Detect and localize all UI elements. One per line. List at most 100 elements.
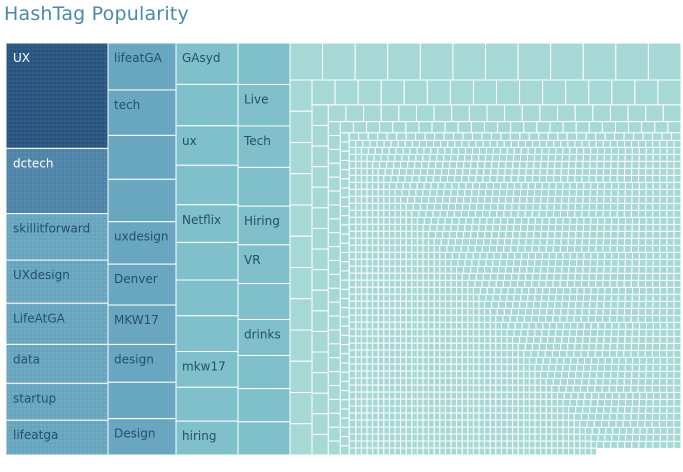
cell-unlabeled	[659, 230, 668, 239]
cell-unlabeled	[560, 202, 569, 211]
cell-unlabeled	[513, 146, 522, 155]
cell-unlabeled	[360, 433, 368, 442]
cell-unlabeled	[517, 377, 525, 386]
cell-unlabeled	[595, 279, 604, 288]
cell-unlabeled	[645, 377, 654, 386]
cell-unlabeled	[499, 153, 508, 162]
cell-unlabeled	[383, 272, 390, 281]
cell-unlabeled	[449, 195, 458, 204]
cell-uxdesign	[107, 221, 177, 265]
cell-unlabeled	[360, 286, 368, 295]
cell-unlabeled	[422, 328, 430, 337]
cell-unlabeled	[366, 188, 374, 197]
cell-unlabeled	[561, 188, 570, 197]
cell-unlabeled	[405, 223, 413, 232]
cell-unlabeled	[645, 216, 654, 225]
cell-unlabeled	[554, 160, 563, 169]
cell-unlabeled	[561, 160, 570, 169]
cell-unlabeled	[405, 216, 413, 225]
cell-unlabeled	[673, 216, 682, 225]
cell-unlabeled	[673, 419, 682, 428]
cell-unlabeled	[646, 391, 655, 400]
cell-unlabeled	[517, 370, 525, 379]
cell-unlabeled	[534, 258, 543, 267]
cell-unlabeled	[476, 237, 485, 246]
cell-unlabeled	[517, 356, 525, 365]
cell-unlabeled	[366, 321, 374, 330]
cell-unlabeled	[456, 321, 463, 330]
cell-unlabeled	[666, 412, 675, 421]
cell-unlabeled	[383, 307, 390, 316]
cell-unlabeled	[348, 391, 357, 400]
cell-unlabeled	[456, 377, 463, 386]
cell-unlabeled	[405, 293, 413, 302]
cell-unlabeled	[415, 104, 435, 123]
cell-unlabeled	[493, 251, 502, 260]
cell-unlabeled	[639, 356, 648, 365]
cell-unlabeled	[592, 104, 611, 123]
cell-unlabeled	[673, 167, 682, 176]
cell-unlabeled	[517, 447, 525, 456]
cell-unlabeled	[666, 265, 675, 274]
cell-unlabeled	[505, 265, 514, 274]
cell-unlabeled	[348, 195, 357, 204]
cell-unlabeled	[394, 335, 402, 344]
cell-unlabeled	[609, 349, 618, 358]
cell-unlabeled	[568, 447, 575, 456]
cell-unlabeled	[610, 265, 619, 274]
cell-unlabeled	[500, 132, 511, 141]
cell-unlabeled	[500, 216, 509, 225]
cell-unlabeled	[414, 195, 423, 204]
cell-unlabeled	[638, 251, 647, 260]
cell-unlabeled	[422, 405, 430, 414]
cell-unlabeled	[456, 230, 465, 239]
cell-unlabeled	[355, 426, 362, 435]
cell-unlabeled	[366, 279, 374, 288]
cell-unlabeled	[659, 293, 668, 302]
cell-unlabeled	[470, 230, 479, 239]
cell-unlabeled	[433, 286, 441, 295]
cell-unlabeled	[597, 363, 606, 372]
cell-unlabeled	[366, 391, 374, 400]
cell-unlabeled	[411, 265, 418, 274]
cell-unlabeled	[437, 181, 446, 190]
cell-unlabeled	[623, 377, 632, 386]
cell-unlabeled	[645, 230, 654, 239]
cell-unlabeled	[637, 419, 646, 428]
cell-unlabeled	[360, 230, 368, 239]
cell-unlabeled	[377, 384, 385, 393]
cell-unlabeled	[450, 433, 458, 442]
cell-unlabeled	[611, 251, 620, 260]
cell-unlabeled	[348, 356, 357, 365]
cell-unlabeled	[451, 181, 460, 190]
cell-unlabeled	[673, 307, 682, 316]
cell-unlabeled	[645, 195, 654, 204]
cell-unlabeled	[327, 385, 341, 400]
cell-unlabeled	[339, 252, 350, 263]
cell-unlabeled	[461, 272, 470, 281]
cell-unlabeled	[400, 447, 407, 456]
cell-unlabeled	[538, 209, 547, 218]
cell-unlabeled	[478, 342, 486, 351]
cell-unlabeled	[556, 426, 564, 435]
cell-unlabeled	[521, 286, 530, 295]
cell-unlabeled	[411, 314, 418, 323]
cell-unlabeled	[478, 391, 486, 400]
cell-unlabeled	[582, 405, 591, 414]
cell-unlabeled	[355, 216, 362, 225]
cell-unlabeled	[440, 139, 449, 148]
cell-unlabeled	[339, 334, 350, 346]
cell-unlabeled	[367, 132, 379, 141]
cell-unlabeled	[610, 223, 619, 232]
cell-unlabeled	[566, 349, 575, 358]
cell-unlabeled	[405, 433, 413, 442]
cell-unlabeled	[539, 272, 548, 281]
label-drinks: drinks	[244, 328, 281, 342]
cell-unlabeled	[502, 314, 511, 323]
cell-unlabeled	[339, 224, 350, 235]
cell-unlabeled	[423, 146, 432, 155]
cell-unlabeled	[439, 272, 446, 281]
cell-unlabeled	[372, 412, 379, 421]
cell-unlabeled	[489, 363, 497, 372]
cell-unlabeled	[483, 202, 492, 211]
